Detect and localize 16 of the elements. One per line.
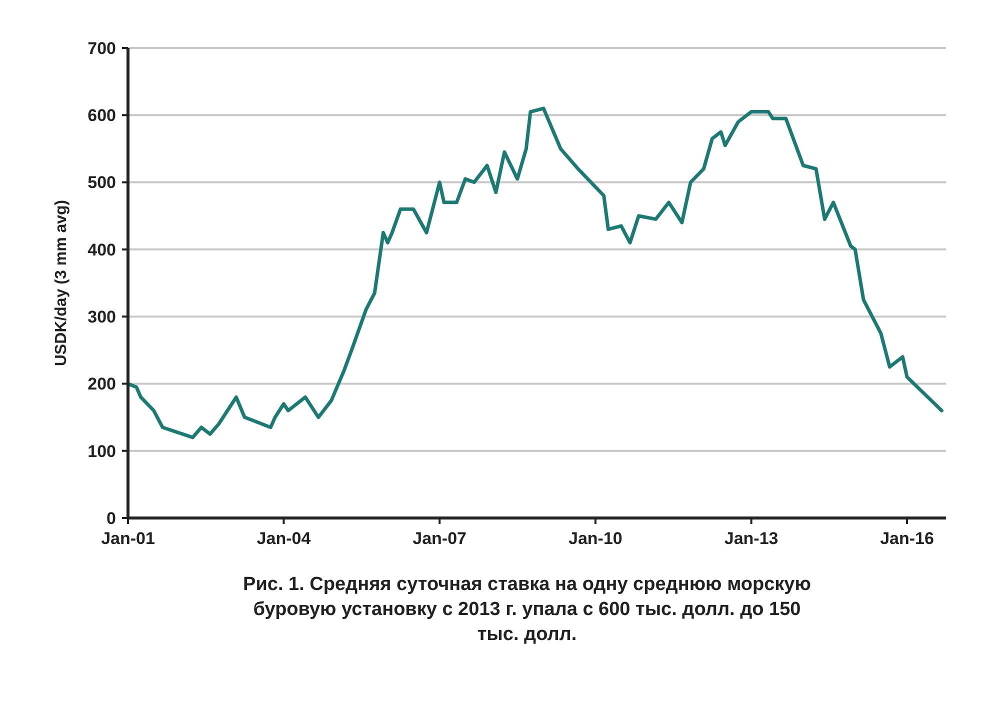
y-tick-label: 400 <box>88 240 116 260</box>
y-axis-title: USDK/day (3 mm avg) <box>53 200 70 366</box>
text: Рис. 1. Средняя суточная ставка на одну среднюю морскую буровую установку с 2013 г. упала с 600 тыс. долл. до 150 тыс. долл. <box>243 574 811 645</box>
x-tick-label: Jan-10 <box>568 529 622 548</box>
y-tick-label: 600 <box>88 106 116 126</box>
x-tick-label: Jan-13 <box>724 529 778 548</box>
x-tick-label: Jan-04 <box>256 529 312 548</box>
x-tick-label: Jan-16 <box>880 529 934 548</box>
y-tick-label: 300 <box>88 308 116 327</box>
x-tick-label: Jan-01 <box>101 529 155 548</box>
y-tick-label: 0 <box>106 508 116 528</box>
y-tick-label: 100 <box>88 442 116 461</box>
y-tick-label: 700 <box>88 38 116 58</box>
y-tick-label: 200 <box>88 374 116 394</box>
y-tick-label: 500 <box>88 173 116 192</box>
x-tick-label: Jan-07 <box>412 529 467 548</box>
